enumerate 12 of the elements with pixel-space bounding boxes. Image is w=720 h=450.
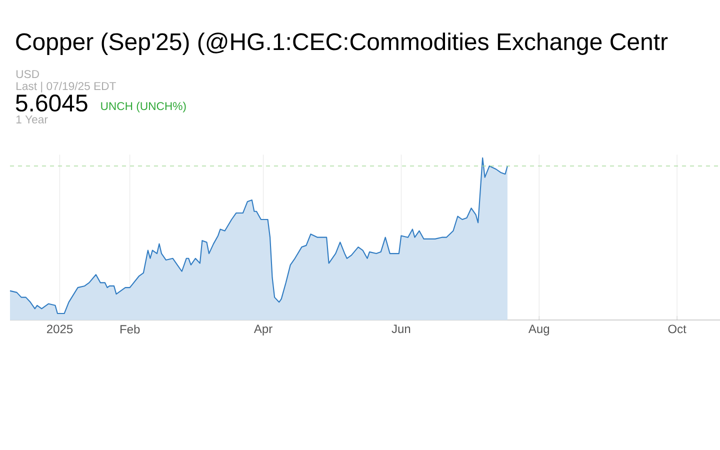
x-tick-label: 2025 bbox=[47, 324, 73, 334]
chart-subtitle: USD bbox=[16, 70, 39, 78]
chart-title: Copper (Sep'25) (@HG.1:CEC:Commodities Exchange Centr bbox=[16, 32, 668, 55]
x-tick-label: Jun bbox=[392, 324, 410, 334]
x-tick-label: Oct bbox=[668, 324, 686, 334]
text: 1 Year bbox=[16, 116, 48, 124]
text: Last | 07/19/25 EDT bbox=[16, 82, 116, 92]
x-tick-label: Feb bbox=[120, 324, 140, 334]
text: 5.6045 bbox=[16, 94, 88, 112]
x-tick-label: Aug bbox=[528, 324, 550, 336]
text: UNCH (UNCH%) bbox=[101, 102, 186, 112]
x-tick-label: Apr bbox=[254, 324, 272, 336]
